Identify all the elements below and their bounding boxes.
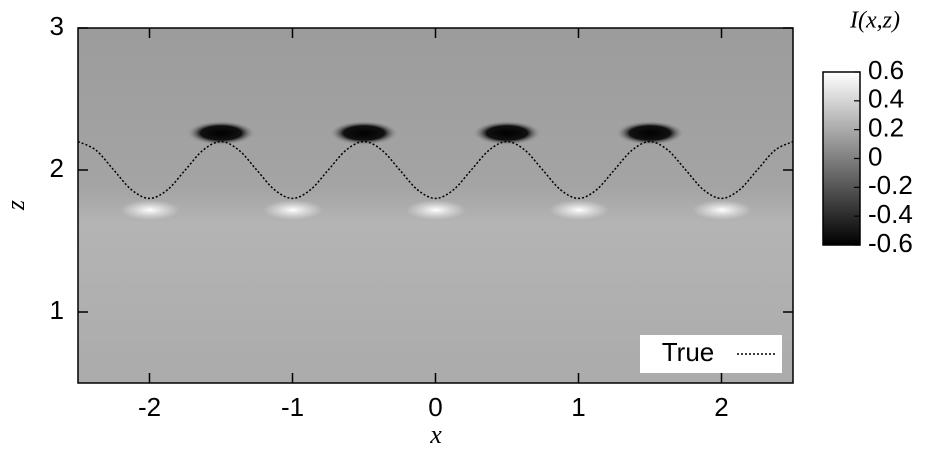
colorbar-tick-label: -0.6 [868,228,913,258]
colorbar-tick-label: 0.2 [868,113,904,143]
colorbar-tick-label: -0.2 [868,170,913,200]
legend: True [640,335,782,373]
colorbar-tick-label: 0.6 [868,55,904,85]
colorbar-title: I(x,z) [849,8,900,34]
x-tick-label: 1 [571,392,585,422]
x-tick-label: 0 [428,392,442,422]
x-tick-label: -1 [281,392,304,422]
colorbar [822,71,861,246]
colorbar-tick-label: 0.4 [868,84,904,114]
y-tick-label: 2 [50,153,64,183]
y-tick-label: 3 [50,11,64,41]
colorbar-tick-label: -0.4 [868,199,913,229]
y-axis-label: z [1,200,30,211]
colorbar-tick-label: 0 [868,141,882,171]
x-tick-label: 2 [714,392,728,422]
x-tick-label: -2 [138,392,161,422]
y-tick-label: 1 [50,295,64,325]
legend-label: True [662,337,715,367]
heatmap [78,28,793,383]
x-axis-label: x [429,420,442,449]
line [77,140,794,200]
